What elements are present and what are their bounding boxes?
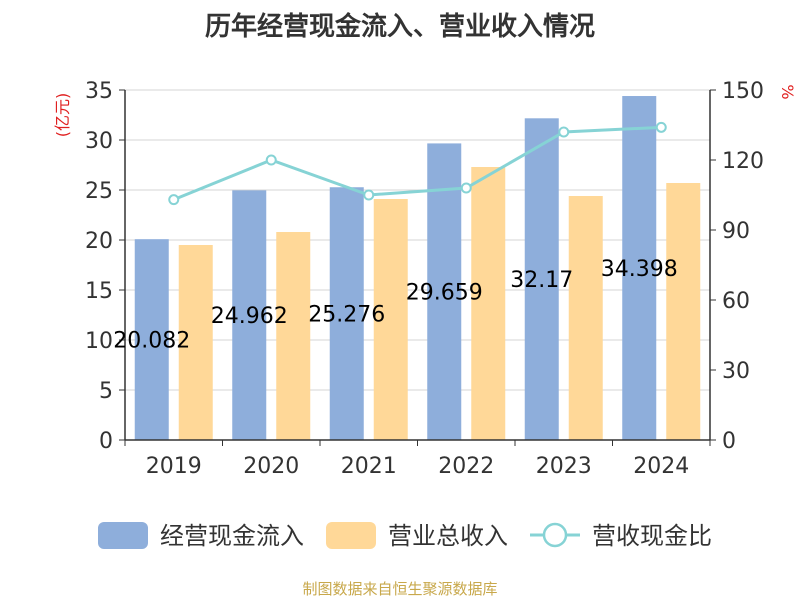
y-left-tick-label: 35 <box>85 79 113 104</box>
y-left-tick-label: 25 <box>85 179 113 204</box>
x-tick-label: 2024 <box>633 454 689 479</box>
legend-swatch <box>98 522 148 549</box>
y-left-axis-title: (亿元) <box>53 93 72 138</box>
x-tick-label: 2020 <box>243 454 299 479</box>
bar-data-label: 32.17 <box>510 268 573 293</box>
y-right-tick-label: 0 <box>722 429 736 454</box>
bar-revenue <box>373 199 408 440</box>
legend-line-marker <box>542 522 568 548</box>
y-right-tick-label: 30 <box>722 359 750 384</box>
bar-revenue <box>178 245 213 440</box>
x-tick-label: 2019 <box>146 454 202 479</box>
bar-cash-inflow <box>427 143 462 440</box>
x-tick-label: 2021 <box>341 454 397 479</box>
y-left-tick-label: 15 <box>85 279 113 304</box>
ratio-point <box>460 182 472 194</box>
y-left-tick-label: 20 <box>85 229 113 254</box>
bar-data-label: 34.398 <box>601 257 678 282</box>
line-layer <box>168 121 667 206</box>
y-left-tick-label: 0 <box>99 429 113 454</box>
y-right-tick-label: 60 <box>722 289 750 314</box>
bar-data-label: 25.276 <box>308 303 385 328</box>
y-right-tick-label: 120 <box>722 149 764 174</box>
legend-swatch <box>326 522 376 549</box>
ratio-point <box>265 154 277 166</box>
bar-data-label: 29.659 <box>406 281 483 306</box>
y-right-tick-label: 150 <box>722 79 764 104</box>
bar-revenue <box>666 183 701 440</box>
axes: 0 5 10 15 20 25 30 35 0 30 60 90 120 150 (亿元)% 2019 2020… <box>53 79 797 479</box>
legend: 经营现金流入 营业总收入 营收现金比 <box>98 522 712 550</box>
bar-revenue <box>568 196 603 440</box>
y-left-tick-label: 5 <box>99 379 113 404</box>
y-right-tick-label: 90 <box>722 219 750 244</box>
data-label-layer: 20.082 24.962 25.276 29.659 32.17 34.398 <box>113 257 677 354</box>
ratio-point <box>363 189 375 201</box>
ratio-point <box>558 126 570 138</box>
ratio-point <box>168 194 180 206</box>
bar-revenue <box>276 232 311 440</box>
bar-data-label: 20.082 <box>113 329 190 354</box>
y-left-tick-label: 10 <box>85 329 113 354</box>
ratio-line <box>173 125 662 202</box>
x-tick-label: 2022 <box>438 454 494 479</box>
bar-cash-inflow <box>134 239 169 440</box>
chart-title: 历年经营现金流入、营业收入情况 <box>204 12 595 42</box>
bar-cash-inflow <box>524 118 559 441</box>
bar-data-label: 24.962 <box>211 304 288 329</box>
bar-cash-inflow <box>232 190 267 440</box>
y-right-axis-title: % <box>778 84 797 99</box>
bar-cash-inflow <box>329 187 364 440</box>
ratio-point <box>655 121 667 133</box>
legend-label: 营业总收入 <box>388 522 508 550</box>
bar-layer <box>134 96 701 441</box>
x-tick-label: 2023 <box>536 454 592 479</box>
y-left-tick-label: 30 <box>85 129 113 154</box>
bar-revenue <box>471 167 506 440</box>
bar-cash-inflow <box>622 96 657 441</box>
source-footer: 制图数据来自恒生聚源数据库 <box>302 580 498 598</box>
legend-label: 营收现金比 <box>592 522 712 550</box>
legend-label: 经营现金流入 <box>160 522 304 550</box>
